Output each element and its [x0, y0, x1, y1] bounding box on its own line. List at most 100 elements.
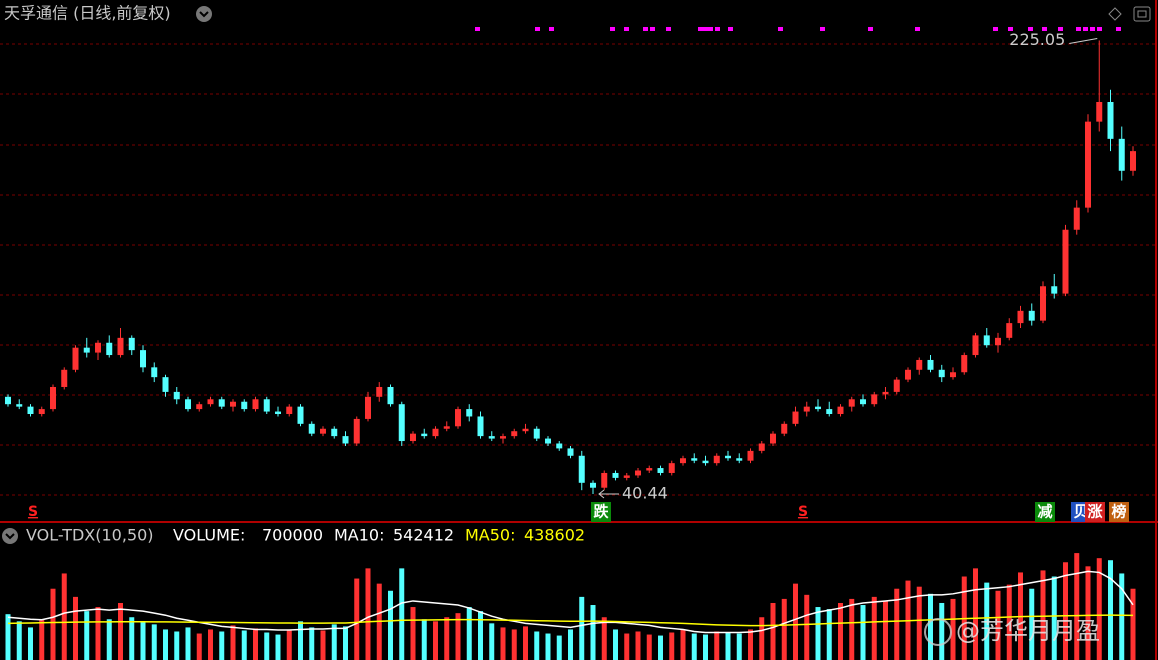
signal-dot [708, 27, 713, 31]
volume-bar [613, 629, 618, 660]
ma-line [7, 614, 1134, 627]
candle-body [691, 458, 698, 461]
candle-body [612, 472, 619, 478]
candle-body [511, 431, 518, 437]
volume-title: VOL-TDX(10,50) [26, 526, 154, 545]
volume-bar [410, 607, 416, 660]
signal-dot [1116, 27, 1121, 31]
candle-body [387, 386, 394, 405]
candle-body [635, 470, 641, 476]
candle-body [83, 347, 90, 353]
signal-dot [868, 27, 873, 31]
volume-bar [590, 605, 596, 660]
candle-body [601, 472, 608, 488]
signal-dot [1076, 27, 1081, 31]
signal-dot [778, 27, 783, 31]
volume-bar [1074, 553, 1080, 660]
volume-bar [275, 634, 281, 660]
volume-bar [815, 607, 821, 660]
volume-bar [770, 602, 776, 660]
candle-body [16, 404, 23, 407]
volume-bar [1085, 566, 1091, 660]
signal-dot [915, 27, 920, 31]
candle-body [983, 335, 990, 346]
volume-bar [196, 633, 202, 660]
title-menu-button[interactable] [196, 6, 212, 22]
plot: 225.05 40.44 S 跌 S 减 贝涨榜 [0, 27, 1156, 660]
volume-bar [804, 594, 810, 660]
candle-body [1085, 121, 1091, 208]
candle-body [275, 411, 281, 415]
candle-body [5, 396, 11, 405]
chart-title: 天孚通信 (日线,前复权) [4, 4, 171, 23]
candle-body [128, 337, 135, 351]
candle-body [848, 399, 855, 407]
ma10-label: MA10: [334, 526, 385, 545]
volume-bar [939, 602, 945, 660]
volume-bar [1096, 558, 1102, 660]
diamond-button[interactable] [1108, 7, 1122, 21]
volume-bar [286, 629, 292, 660]
volume-bar [5, 614, 11, 660]
candle-body [725, 455, 731, 459]
candle-body [545, 438, 551, 444]
candle-body [995, 337, 1001, 346]
signal-text: S [28, 504, 38, 520]
maximize-button[interactable] [1133, 6, 1151, 22]
volume-bar [714, 631, 720, 660]
candle-body [27, 406, 34, 415]
signal-dot [1090, 27, 1095, 31]
candle-body [1051, 286, 1058, 294]
volume-bar [950, 598, 956, 660]
signal-dot [1028, 27, 1033, 31]
min-arrow-head [598, 489, 605, 499]
volume-bar [1006, 584, 1012, 660]
title-menu-arrow [199, 11, 209, 18]
candle-body [1062, 229, 1069, 294]
volume-bar [669, 632, 675, 660]
volume-bar [84, 611, 90, 660]
volume-bar [500, 627, 506, 660]
volume-bar [680, 629, 686, 660]
candle-body [736, 458, 743, 461]
candle-body [365, 396, 371, 419]
volume-bar [241, 630, 247, 660]
signal-text: S [798, 504, 808, 520]
candle-body [263, 399, 270, 412]
volume-bar [208, 629, 213, 660]
candle-body [1017, 310, 1024, 324]
candle-body [668, 463, 675, 473]
volume-bar [838, 602, 843, 660]
volume-bar [444, 617, 450, 660]
volume-bar [973, 568, 978, 660]
volume-bar [736, 633, 742, 660]
volume-bar [691, 633, 697, 660]
min-label: 40.44 [622, 484, 668, 503]
volume-bar [365, 568, 371, 660]
max-arrow [1069, 37, 1098, 44]
volume-bar [298, 621, 303, 660]
candle-body [927, 359, 934, 370]
candle-body [1028, 310, 1035, 321]
volume-bar [16, 621, 22, 660]
maximize-button-inner [1137, 10, 1147, 18]
volume-bar [511, 629, 517, 660]
candle-body [432, 428, 439, 437]
candle-body [196, 404, 203, 410]
candle-body [893, 379, 900, 392]
candle-body [680, 458, 686, 464]
candle-body [905, 369, 911, 380]
volume-bar [455, 613, 461, 660]
volume-bar [703, 634, 708, 660]
volume-menu-arrow [5, 533, 15, 540]
candle-body [815, 406, 821, 410]
volume-bar [658, 635, 663, 660]
candle-body [713, 455, 720, 464]
volume-bar [725, 632, 731, 660]
candle-body [173, 391, 180, 400]
volume-menu-button[interactable] [2, 528, 18, 544]
volume-bar [579, 596, 585, 660]
candle-body [567, 448, 574, 456]
